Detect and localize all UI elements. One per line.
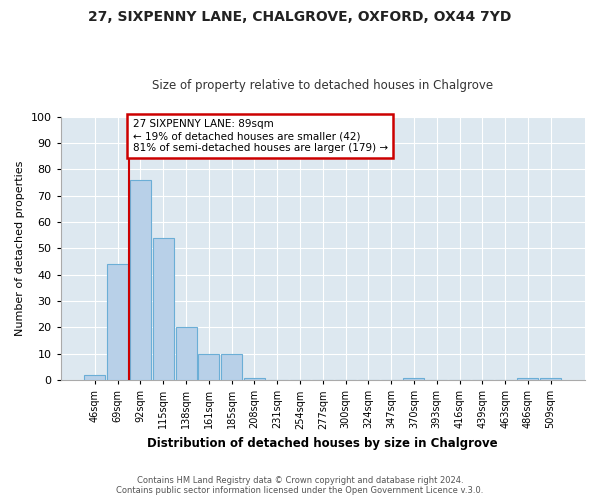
Bar [107, 264, 128, 380]
Bar [130, 180, 151, 380]
Text: 27, SIXPENNY LANE, CHALGROVE, OXFORD, OX44 7YD: 27, SIXPENNY LANE, CHALGROVE, OXFORD, OX… [88, 10, 512, 24]
Bar [403, 378, 424, 380]
Bar [176, 328, 197, 380]
Text: Contains HM Land Registry data © Crown copyright and database right 2024.
Contai: Contains HM Land Registry data © Crown c… [116, 476, 484, 495]
Bar [85, 375, 106, 380]
X-axis label: Distribution of detached houses by size in Chalgrove: Distribution of detached houses by size … [148, 437, 498, 450]
Bar [153, 238, 174, 380]
Bar [540, 378, 561, 380]
Text: 27 SIXPENNY LANE: 89sqm
← 19% of detached houses are smaller (42)
81% of semi-de: 27 SIXPENNY LANE: 89sqm ← 19% of detache… [133, 120, 388, 152]
Title: Size of property relative to detached houses in Chalgrove: Size of property relative to detached ho… [152, 79, 493, 92]
Bar [199, 354, 220, 380]
Bar [221, 354, 242, 380]
Y-axis label: Number of detached properties: Number of detached properties [15, 161, 25, 336]
Bar [517, 378, 538, 380]
Bar [244, 378, 265, 380]
